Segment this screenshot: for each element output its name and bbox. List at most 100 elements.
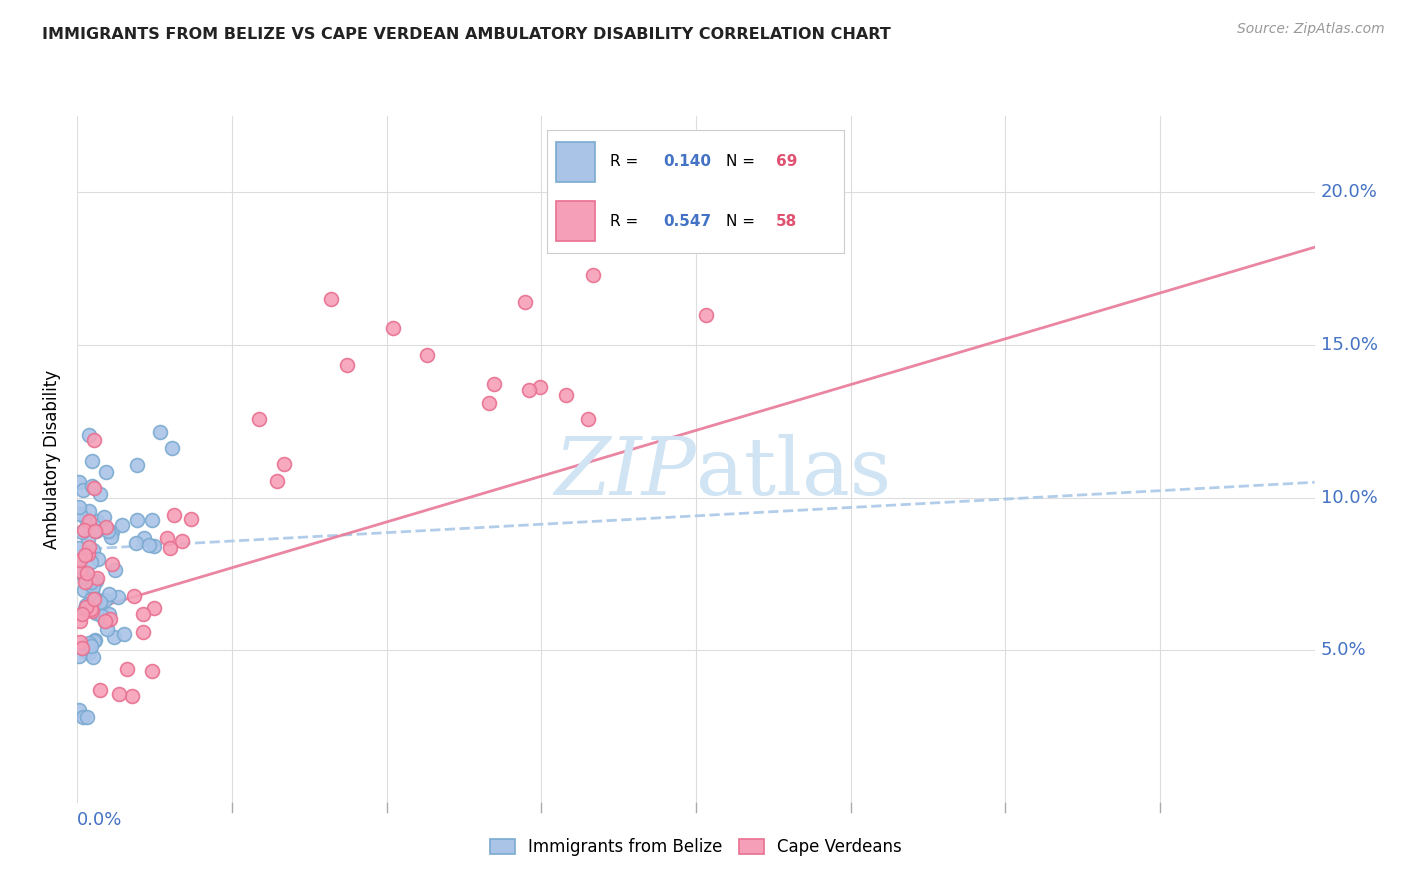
Point — [115, 662, 138, 676]
Point — [79, 574, 101, 589]
Point — [97, 524, 120, 538]
Point — [76, 710, 98, 724]
Point — [82, 650, 104, 665]
Point — [131, 607, 153, 621]
Point — [77, 646, 100, 660]
Point — [107, 590, 129, 604]
Point — [84, 524, 107, 538]
Point — [89, 486, 111, 500]
Point — [160, 441, 183, 455]
Text: ZIP: ZIP — [554, 434, 696, 512]
Point — [381, 321, 404, 335]
Point — [72, 525, 94, 540]
Point — [73, 524, 96, 538]
Point — [142, 600, 165, 615]
Point — [69, 635, 91, 649]
Point — [82, 580, 104, 594]
Point — [100, 525, 122, 540]
Point — [711, 186, 734, 200]
Point — [93, 593, 115, 607]
Point — [83, 634, 105, 648]
Point — [149, 425, 172, 440]
Point — [82, 603, 104, 617]
Point — [159, 541, 181, 555]
Point — [79, 540, 101, 554]
Point — [86, 570, 108, 584]
Point — [82, 454, 104, 468]
Point — [273, 457, 295, 471]
Point — [111, 517, 134, 532]
Point — [100, 612, 122, 626]
Point — [96, 622, 118, 636]
Point — [80, 555, 103, 569]
Point — [80, 583, 103, 598]
Point — [80, 591, 103, 606]
Point — [75, 512, 97, 526]
Point — [132, 625, 155, 640]
Point — [70, 566, 93, 580]
Point — [415, 348, 437, 362]
Text: 0.0%: 0.0% — [77, 811, 122, 829]
Point — [125, 536, 148, 550]
Point — [77, 636, 100, 650]
Point — [97, 587, 120, 601]
Point — [125, 513, 148, 527]
Point — [80, 602, 103, 616]
Text: 10.0%: 10.0% — [1320, 489, 1378, 507]
Point — [132, 531, 155, 545]
Point — [91, 608, 114, 623]
Point — [515, 295, 537, 310]
Y-axis label: Ambulatory Disability: Ambulatory Disability — [44, 370, 62, 549]
Point — [103, 630, 125, 644]
Point — [143, 539, 166, 553]
Point — [73, 582, 96, 597]
Point — [89, 594, 111, 608]
Point — [100, 531, 122, 545]
Point — [70, 640, 93, 655]
Point — [73, 569, 96, 583]
Point — [728, 235, 751, 249]
Point — [107, 687, 129, 701]
Point — [77, 515, 100, 529]
Point — [94, 520, 117, 534]
Point — [82, 479, 104, 493]
Point — [336, 358, 359, 372]
Point — [67, 475, 90, 490]
Point — [72, 710, 94, 724]
Point — [752, 207, 775, 221]
Text: 5.0%: 5.0% — [1320, 641, 1367, 659]
Text: 15.0%: 15.0% — [1320, 336, 1378, 354]
Point — [582, 268, 605, 283]
Legend: Immigrants from Belize, Cape Verdeans: Immigrants from Belize, Cape Verdeans — [484, 832, 908, 863]
Point — [84, 592, 107, 607]
Point — [67, 541, 90, 555]
Point — [77, 428, 100, 442]
Point — [112, 627, 135, 641]
Point — [83, 632, 105, 647]
Point — [67, 703, 90, 717]
Point — [77, 504, 100, 518]
Point — [82, 543, 104, 558]
Point — [84, 524, 107, 538]
Point — [576, 412, 599, 426]
Point — [72, 483, 94, 497]
Point — [93, 614, 115, 628]
Point — [156, 532, 179, 546]
Point — [122, 589, 145, 603]
Point — [141, 665, 163, 679]
Point — [529, 379, 551, 393]
Point — [101, 558, 124, 572]
Point — [93, 509, 115, 524]
Point — [482, 376, 505, 391]
Point — [67, 560, 90, 574]
Point — [319, 292, 342, 306]
Point — [163, 508, 186, 522]
Point — [67, 500, 90, 514]
Point — [75, 644, 97, 658]
Point — [83, 433, 105, 447]
Point — [84, 607, 107, 621]
Point — [83, 481, 105, 495]
Point — [519, 384, 541, 398]
Point — [69, 615, 91, 629]
Point — [67, 649, 90, 664]
